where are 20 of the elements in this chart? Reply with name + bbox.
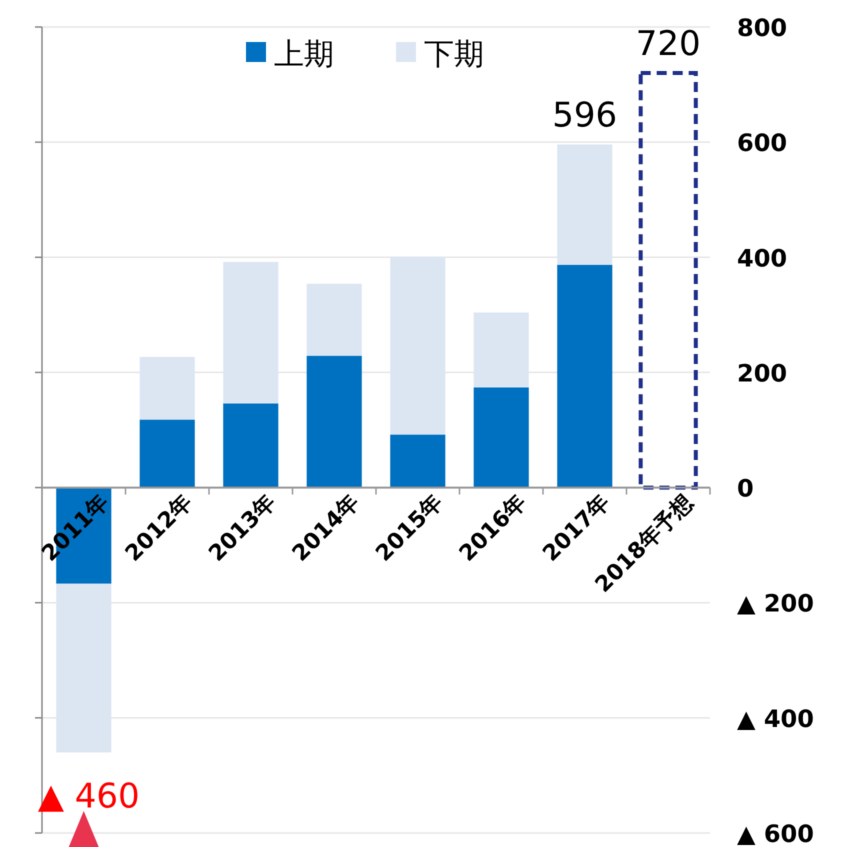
bar (557, 264, 612, 488)
y-tick-label: 0 (737, 474, 754, 503)
bar (306, 356, 362, 488)
y-tick-label: 800 (737, 14, 788, 42)
y-tick-label: 600 (737, 129, 788, 158)
y-tick-label: ▲ 200 (737, 590, 814, 618)
legend-label: 下期 (424, 37, 484, 72)
total-label: 596 (552, 95, 618, 136)
legend-label: 上期 (274, 37, 334, 72)
annotation: ▲ 460 (38, 776, 140, 816)
y-tick-label: ▲ 400 (737, 704, 814, 733)
bar (306, 284, 362, 356)
y-tick-label: 200 (737, 359, 788, 388)
bar (390, 434, 446, 488)
bar (140, 420, 195, 488)
y-tick-label: 400 (737, 244, 788, 272)
bar (223, 404, 278, 488)
y-tick-label: ▲ 600 (737, 820, 814, 847)
bar (474, 387, 529, 488)
total-label: 720 (636, 24, 701, 64)
